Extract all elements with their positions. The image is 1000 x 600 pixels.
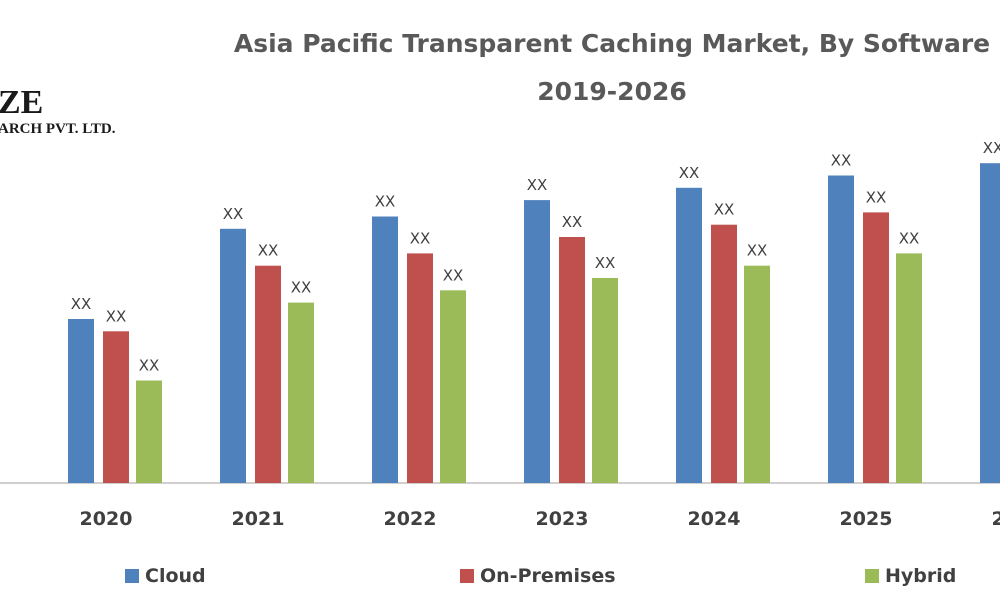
bar-hybrid-2021 — [288, 302, 314, 483]
legend-label-on-premises: On-Premises — [480, 565, 616, 587]
data-label-cloud-2022: XX — [375, 193, 396, 211]
x-tick-label-2022: 2022 — [384, 508, 437, 530]
data-label-on-premises-2023: XX — [562, 213, 583, 231]
logo-name: ZE — [0, 84, 43, 121]
bar-cloud-2021 — [220, 228, 246, 483]
data-label-on-premises-2021: XX — [258, 242, 279, 260]
bar-cloud-2020 — [68, 319, 94, 483]
bar-hybrid-2023 — [592, 278, 618, 483]
data-label-cloud-2026: XX — [983, 139, 1000, 157]
legend-swatch-cloud — [125, 569, 139, 583]
bar-cloud-2025 — [828, 175, 854, 483]
data-label-on-premises-2025: XX — [866, 188, 887, 206]
data-label-cloud-2025: XX — [831, 152, 852, 170]
bar-cloud-2026 — [980, 163, 1000, 483]
x-tick-label-2021: 2021 — [232, 508, 285, 530]
data-label-cloud-2020: XX — [71, 295, 92, 313]
x-tick-labels: 2020 2021 2022 2023 2024 2025 2026 — [80, 508, 1000, 530]
x-tick-label-2023: 2023 — [536, 508, 589, 530]
data-label-hybrid-2023: XX — [595, 254, 616, 272]
logo: ZE ARCH PVT. LTD. — [0, 84, 116, 137]
data-label-cloud-2024: XX — [679, 164, 700, 182]
chart-title-line-2: 2019-2026 — [537, 77, 687, 106]
legend-swatch-on-premises — [460, 569, 474, 583]
legend-label-cloud: Cloud — [145, 565, 206, 587]
logo-subtitle: ARCH PVT. LTD. — [0, 121, 116, 137]
data-label-hybrid-2022: XX — [443, 266, 464, 284]
bar-on-premises-2021 — [255, 265, 281, 483]
bar-cloud-2023 — [524, 200, 550, 483]
bar-on-premises-2025 — [863, 212, 889, 483]
data-label-on-premises-2022: XX — [410, 229, 431, 247]
data-label-on-premises-2024: XX — [714, 201, 735, 219]
bars-group — [68, 163, 1000, 484]
bar-on-premises-2020 — [103, 331, 129, 483]
x-tick-label-2025: 2025 — [840, 508, 893, 530]
data-label-hybrid-2021: XX — [291, 279, 312, 297]
bar-hybrid-2024 — [744, 265, 770, 483]
legend-label-hybrid: Hybrid — [885, 565, 956, 587]
data-label-cloud-2021: XX — [223, 205, 244, 223]
bar-on-premises-2023 — [559, 237, 585, 483]
legend-swatch-hybrid — [865, 569, 879, 583]
data-label-on-premises-2020: XX — [106, 307, 127, 325]
bar-hybrid-2022 — [440, 290, 466, 483]
x-tick-label-2020: 2020 — [80, 508, 133, 530]
data-labels-group: XXXXXXXXXXXXXXXXXXXXXXXXXXXXXXXXXXXXXXXX… — [71, 139, 1000, 374]
bar-hybrid-2025 — [896, 253, 922, 483]
bar-hybrid-2020 — [136, 380, 162, 483]
chart-title-line-1: Asia Pacific Transparent Caching Market,… — [234, 29, 990, 58]
bar-on-premises-2022 — [407, 253, 433, 483]
data-label-hybrid-2024: XX — [747, 242, 768, 260]
data-label-hybrid-2020: XX — [139, 357, 160, 375]
legend: Cloud On-Premises Hybrid — [125, 565, 956, 587]
bar-cloud-2024 — [676, 187, 702, 484]
bar-on-premises-2024 — [711, 224, 737, 483]
data-label-cloud-2023: XX — [527, 176, 548, 194]
data-label-hybrid-2025: XX — [899, 229, 920, 247]
bar-cloud-2022 — [372, 216, 398, 483]
x-tick-label-2026: 2026 — [992, 508, 1000, 530]
x-tick-label-2024: 2024 — [688, 508, 741, 530]
